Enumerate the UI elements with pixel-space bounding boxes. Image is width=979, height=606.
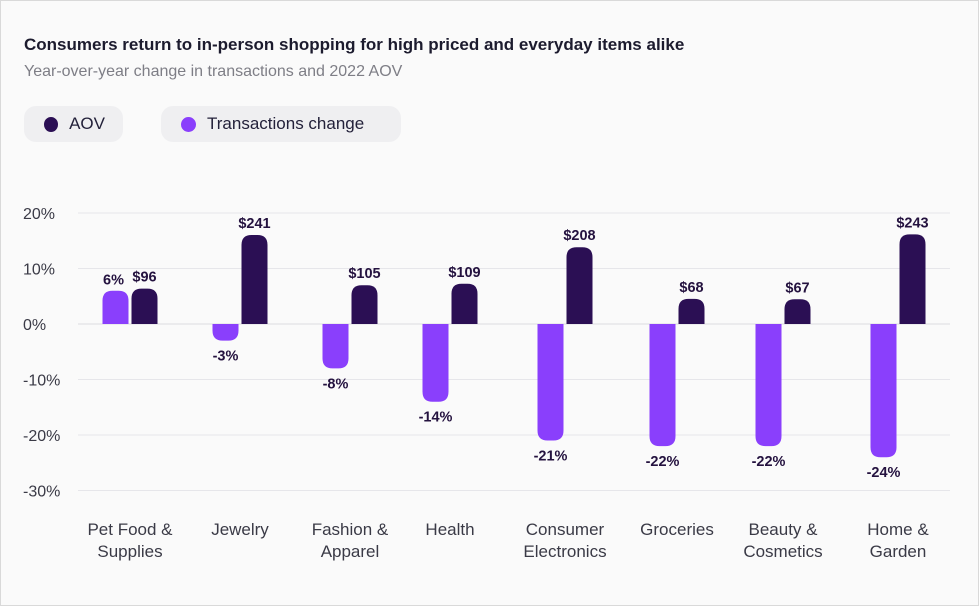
x-category-label: Fashion &	[312, 520, 389, 539]
aov-data-label: $67	[785, 280, 809, 296]
x-category-label: Jewelry	[211, 520, 269, 539]
transactions-bar	[322, 324, 349, 369]
x-category-label: Cosmetics	[743, 542, 822, 561]
x-category-label: Beauty &	[749, 520, 819, 539]
legend-item-aov[interactable]: AOV	[24, 106, 123, 142]
transactions-bar	[755, 324, 782, 447]
x-category-label: Consumer	[526, 520, 605, 539]
y-tick-label: -20%	[23, 428, 60, 445]
legend-swatch-aov	[44, 116, 59, 132]
aov-data-label: $243	[896, 215, 928, 231]
aov-bar	[131, 288, 158, 324]
transactions-data-label: 6%	[103, 273, 124, 289]
transactions-data-label: -14%	[419, 410, 453, 426]
x-category-label: Electronics	[523, 542, 606, 561]
transactions-data-label: -8%	[323, 376, 349, 392]
transactions-data-label: -24%	[867, 465, 901, 481]
aov-data-label: $68	[679, 280, 703, 296]
chart-title: Consumers return to in-person shopping f…	[24, 35, 685, 54]
legend-label-transactions-change: Transactions change	[207, 114, 365, 133]
y-tick-label: 10%	[23, 262, 55, 279]
legend-swatch-transactions-change	[181, 116, 196, 132]
x-category-label: Health	[425, 520, 474, 539]
y-tick-label: 0%	[23, 317, 46, 334]
transactions-data-label: -3%	[213, 349, 239, 365]
transactions-bar	[649, 324, 676, 447]
x-category-label: Garden	[870, 542, 927, 561]
y-tick-label: -10%	[23, 373, 60, 390]
aov-bar	[784, 299, 811, 324]
aov-bar	[351, 285, 378, 324]
aov-bar	[899, 234, 926, 324]
y-tick-label: -30%	[23, 484, 60, 501]
transactions-bar	[422, 324, 449, 402]
aov-bar	[241, 235, 268, 324]
chart-subtitle: Year-over-year change in transactions an…	[24, 63, 403, 80]
transactions-bar	[212, 324, 239, 341]
legend-item-transactions-change[interactable]: Transactions change	[161, 106, 401, 142]
aov-bar	[566, 247, 593, 324]
transactions-data-label: -22%	[646, 454, 680, 470]
x-category-label: Apparel	[321, 542, 380, 561]
y-tick-label: 20%	[23, 206, 55, 223]
transactions-bar	[537, 324, 564, 441]
aov-data-label: $105	[348, 266, 380, 282]
legend-label-aov: AOV	[69, 114, 105, 133]
aov-data-label: $96	[132, 270, 156, 286]
x-category-label: Supplies	[97, 542, 162, 561]
x-category-label: Pet Food &	[87, 520, 173, 539]
aov-data-label: $109	[448, 265, 480, 281]
aov-data-label: $241	[238, 216, 270, 232]
transactions-bar	[870, 324, 897, 458]
x-category-label: Home &	[867, 520, 929, 539]
aov-bar	[678, 298, 705, 324]
transactions-data-label: -22%	[752, 454, 786, 470]
transactions-data-label: -21%	[534, 449, 568, 465]
x-category-label: Groceries	[640, 520, 714, 539]
aov-bar	[451, 283, 478, 324]
transactions-bar	[102, 290, 129, 324]
aov-data-label: $208	[563, 228, 595, 244]
